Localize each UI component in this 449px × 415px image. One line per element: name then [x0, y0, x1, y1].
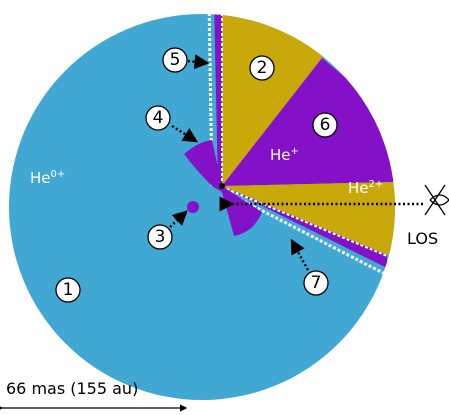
- arrow-5: [187, 54, 210, 70]
- marker-number: 6: [320, 115, 331, 135]
- marker-number: 7: [311, 273, 322, 293]
- sector-2: [222, 14, 330, 186]
- marker-circle: [147, 224, 173, 250]
- label-los: LOS: [407, 229, 438, 248]
- arrow-4: [171, 124, 199, 143]
- marker-circle: [145, 105, 171, 131]
- marker-circle: [249, 55, 275, 81]
- marker-number: 2: [257, 58, 268, 78]
- strip-top: [214, 14, 222, 186]
- label-he0: He0+: [30, 169, 65, 187]
- marker-number: 3: [155, 227, 166, 247]
- eye: [424, 184, 449, 216]
- dot-3: [187, 201, 199, 213]
- marker-number: 1: [63, 280, 74, 300]
- strip-7: [222, 186, 387, 268]
- marker-circle: [162, 47, 188, 73]
- arrow-3: [169, 210, 188, 228]
- marker-circle: [312, 112, 338, 138]
- marker-circle: [303, 270, 329, 296]
- arrow-7: [290, 238, 310, 271]
- scale-label: 66 mas (155 au): [6, 379, 138, 398]
- marker-circle: [55, 277, 81, 303]
- marker-number: 4: [153, 108, 164, 128]
- label-he2: He2+: [348, 179, 383, 197]
- sector-he2: [222, 182, 395, 255]
- center: [219, 183, 225, 189]
- marker-number: 5: [170, 50, 181, 70]
- label-he1: He+: [270, 146, 299, 164]
